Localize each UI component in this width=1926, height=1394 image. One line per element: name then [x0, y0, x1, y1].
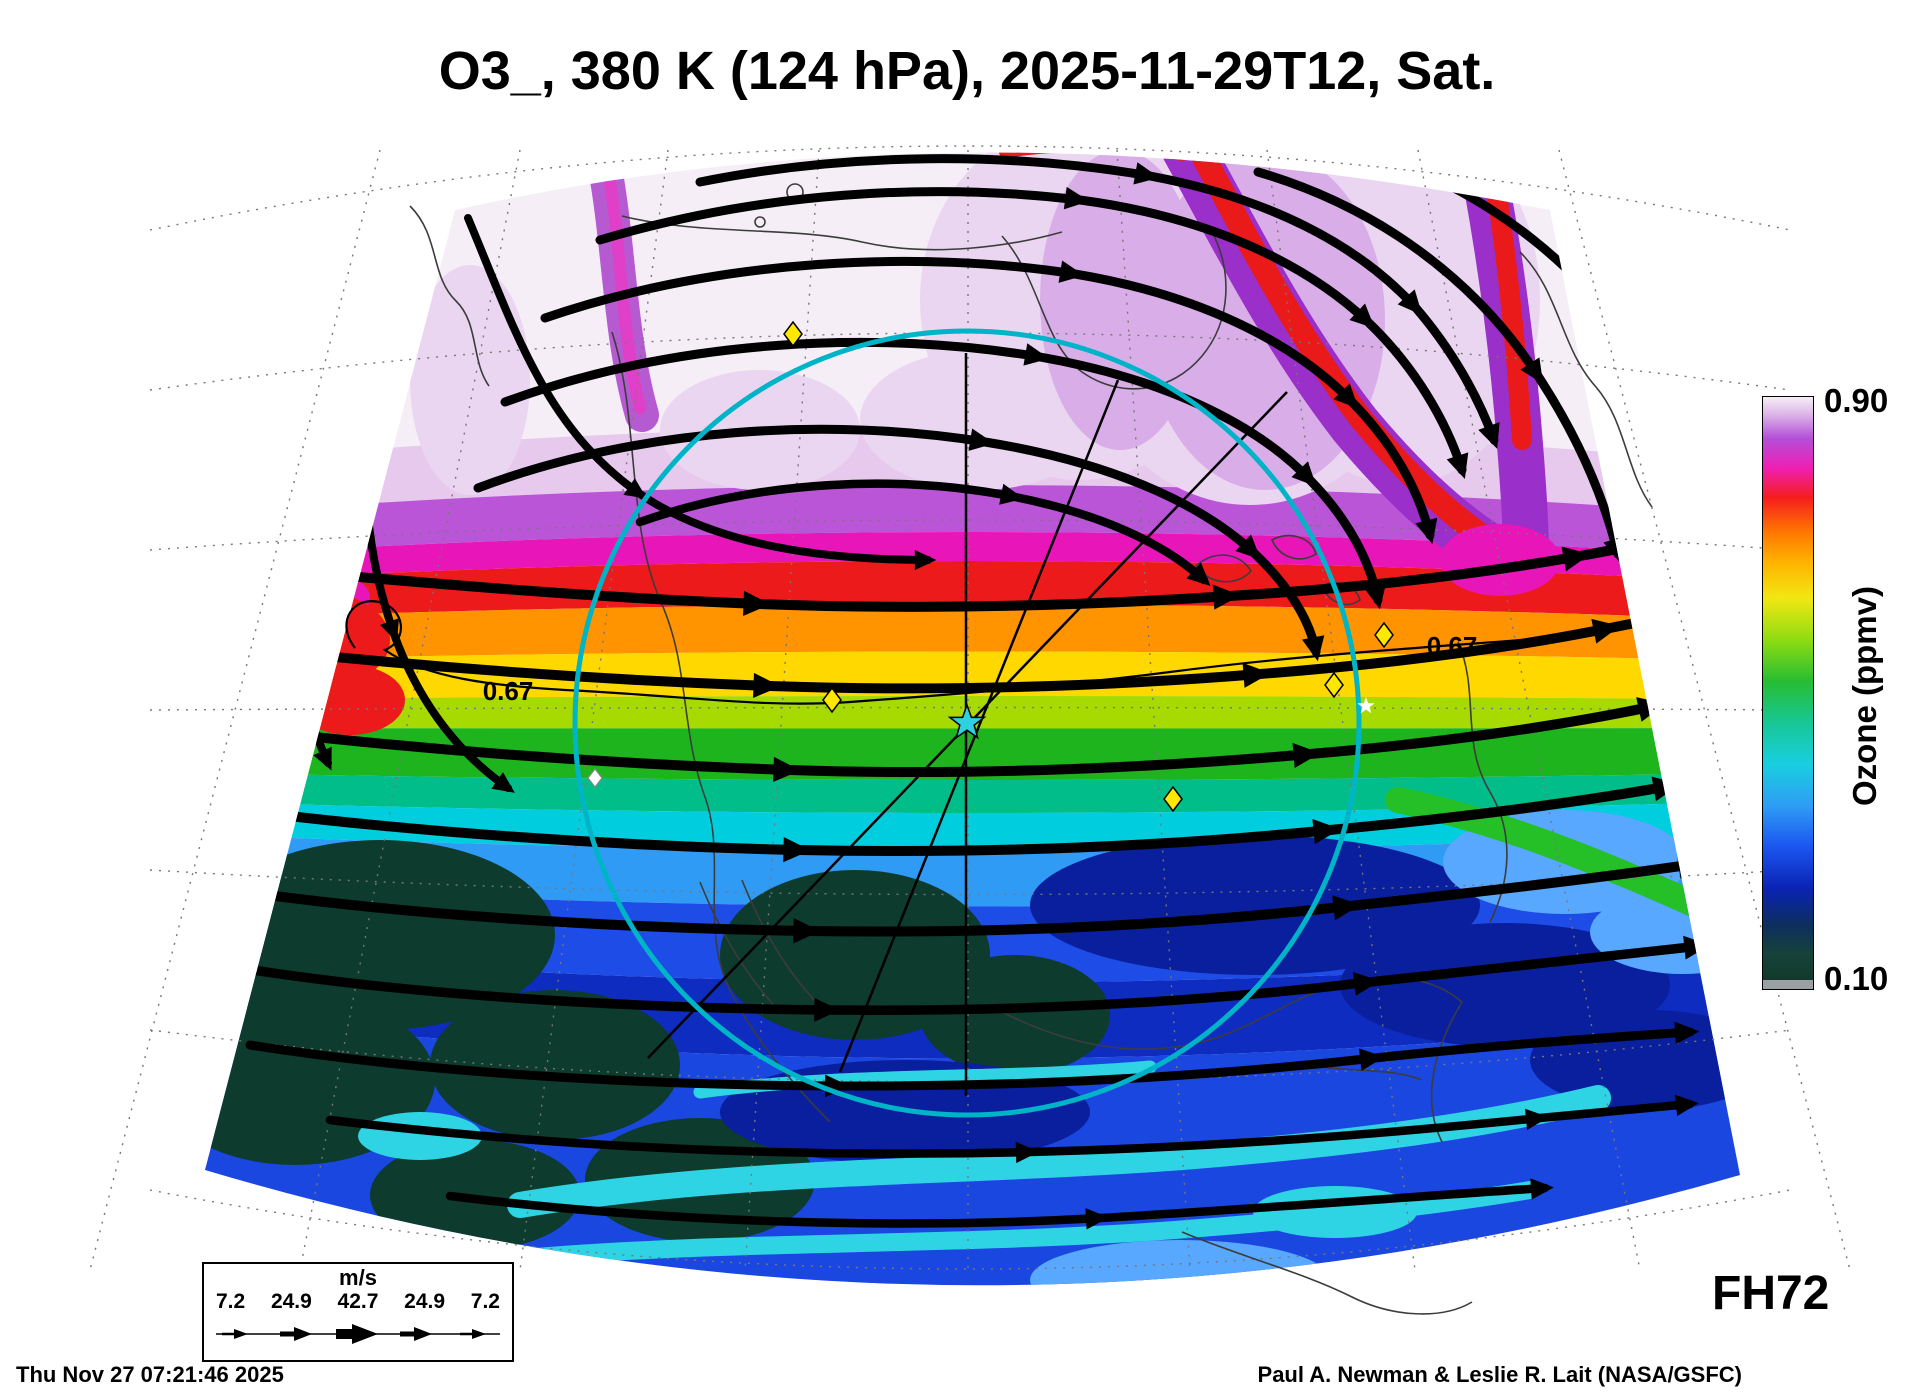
wind-legend-value: 42.7 [337, 1290, 379, 1313]
wind-legend-values: 7.2 24.9 42.7 24.9 7.2 [204, 1290, 512, 1314]
colorbar-max-label: 0.90 [1824, 382, 1889, 419]
forecast-hour-label: FH72 [1712, 1267, 1830, 1320]
contour-label: 0.67 [483, 676, 534, 706]
station-markers [587, 320, 1394, 813]
site-diamond-marker-open [587, 768, 603, 788]
ozone-field [205, 152, 1740, 1286]
wind-legend-units: m/s [339, 1265, 377, 1290]
wind-legend-value: 7.2 [216, 1290, 246, 1313]
wind-speed-legend: m/s 7.2 24.9 42.7 24.9 7.2 [202, 1262, 514, 1362]
colorbar-gradient [1762, 396, 1814, 990]
site-diamond-marker [822, 686, 842, 714]
wind-arrow-scale-icon [216, 1324, 500, 1344]
wind-legend-value: 24.9 [404, 1290, 446, 1313]
credit-text: Paul A. Newman & Leslie R. Lait (NASA/GS… [1257, 1362, 1742, 1387]
site-diamond-marker [783, 320, 803, 348]
white-star-marker [1357, 697, 1375, 714]
site-diamond-marker [1374, 621, 1394, 649]
plot-title: O3_, 380 K (124 hPa), 2025-11-29T12, Sat… [438, 41, 1496, 101]
contour-label: 0.67 [1427, 631, 1478, 661]
wind-streamlines [235, 154, 1740, 1230]
center-star-marker [947, 702, 987, 740]
range-ring [572, 328, 1362, 1118]
generation-timestamp: Thu Nov 27 07:21:46 2025 [16, 1362, 284, 1387]
site-diamond-marker [1324, 671, 1344, 699]
wind-legend-value: 24.9 [270, 1290, 312, 1313]
site-diamond-marker [1163, 785, 1183, 813]
colorbar-min-label: 0.10 [1824, 960, 1889, 997]
wind-legend-value: 7.2 [470, 1290, 500, 1313]
colorbar-axis-label: Ozone (ppmv) [1846, 586, 1883, 806]
